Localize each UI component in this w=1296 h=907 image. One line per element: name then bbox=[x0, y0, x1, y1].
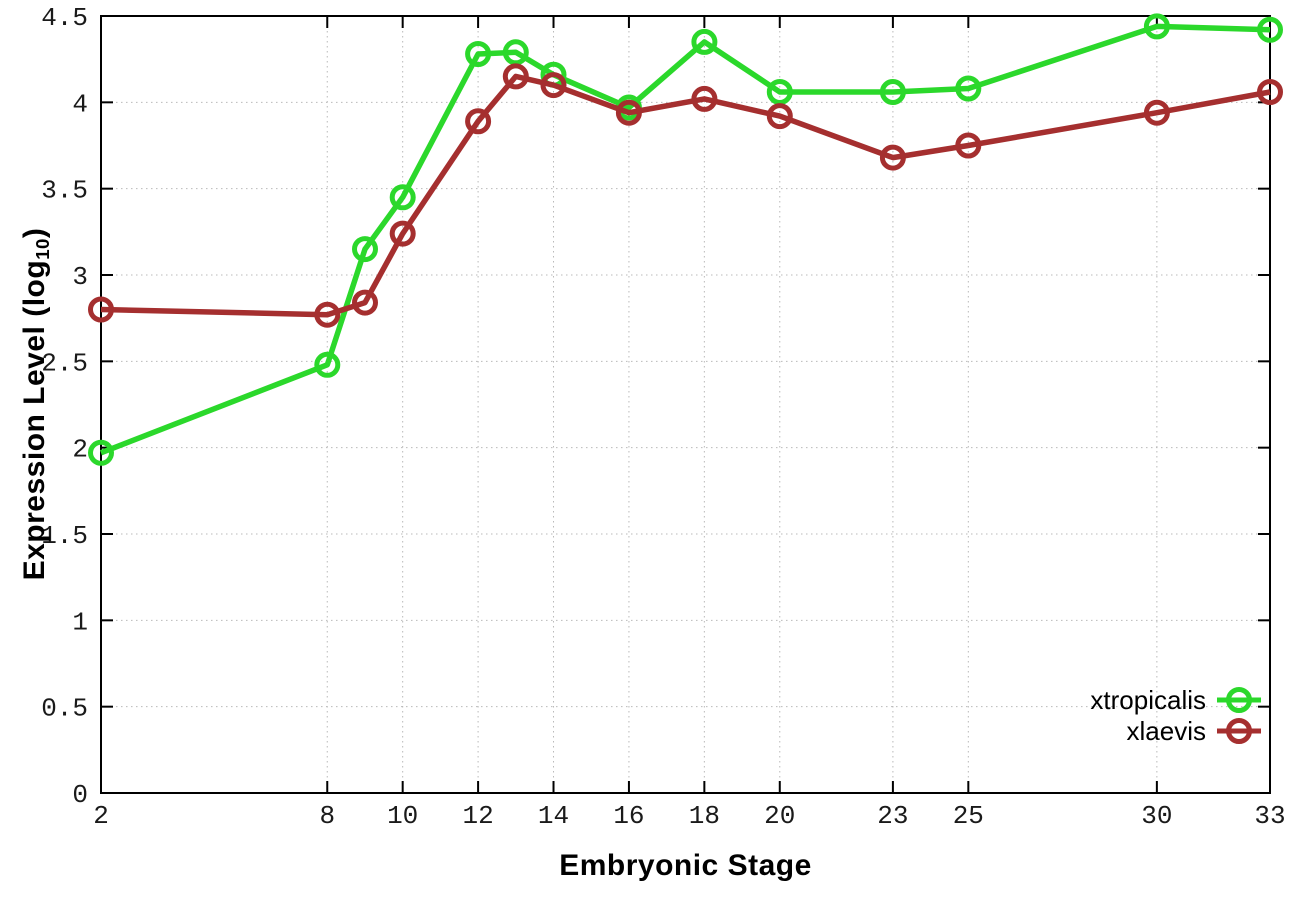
y-tick-label: 0.5 bbox=[41, 694, 88, 724]
data-point-marker bbox=[955, 132, 982, 159]
x-tick-label: 2 bbox=[93, 801, 109, 831]
series-xlaevis bbox=[88, 63, 1283, 328]
x-tick-label: 33 bbox=[1254, 801, 1285, 831]
legend-marker-circle bbox=[1226, 718, 1252, 744]
legend-marker-circle bbox=[1226, 687, 1252, 713]
x-tick-label: 25 bbox=[953, 801, 984, 831]
data-point-marker bbox=[352, 289, 378, 316]
y-tick-label: 3 bbox=[72, 262, 88, 292]
data-point-marker bbox=[691, 85, 718, 112]
gridlines bbox=[100, 15, 1271, 794]
y-tick-label: 0 bbox=[72, 780, 88, 810]
data-point-marker bbox=[615, 99, 642, 126]
data-point-marker bbox=[502, 63, 529, 90]
data-point-marker bbox=[540, 72, 567, 99]
series-line bbox=[100, 23, 1271, 456]
data-point-marker bbox=[1143, 99, 1170, 126]
data-point-marker bbox=[88, 296, 114, 323]
series-line bbox=[100, 73, 1271, 318]
data-point-marker bbox=[88, 439, 114, 466]
data-point-marker bbox=[465, 41, 492, 67]
x-axis-title: Embryonic Stage bbox=[559, 849, 812, 882]
data-point-marker bbox=[766, 79, 793, 105]
data-point-marker bbox=[766, 103, 793, 130]
y-tick-label: 1 bbox=[72, 607, 88, 637]
x-tick-label: 10 bbox=[387, 801, 418, 831]
y-axis-title-close-paren: ) bbox=[17, 227, 51, 239]
x-tick-label: 14 bbox=[538, 801, 569, 831]
y-tick-label: 4 bbox=[72, 89, 88, 119]
x-tick-label: 16 bbox=[613, 801, 644, 831]
y-axis-title-text: Expression Level (log bbox=[17, 259, 51, 581]
data-point-marker bbox=[879, 144, 906, 171]
data-point-marker bbox=[352, 236, 378, 263]
y-tick-label: 4.5 bbox=[41, 3, 88, 33]
x-tick-label: 20 bbox=[764, 801, 795, 831]
legend-item-xtropicalis: xtropicalis bbox=[1090, 685, 1261, 715]
data-point-marker bbox=[314, 351, 341, 378]
legend-label: xtropicalis bbox=[1090, 685, 1206, 715]
data-point-marker bbox=[955, 75, 982, 102]
data-point-marker bbox=[314, 301, 341, 328]
series-xtropicalis bbox=[88, 13, 1283, 466]
data-point-marker bbox=[389, 220, 416, 247]
data-point-marker bbox=[502, 39, 529, 66]
x-tick-label: 23 bbox=[877, 801, 908, 831]
data-point-marker bbox=[465, 108, 492, 135]
plot-border bbox=[100, 15, 1271, 794]
x-tick-label: 8 bbox=[319, 801, 335, 831]
y-tick-label: 3.5 bbox=[41, 176, 88, 206]
y-tick-label: 2.5 bbox=[41, 348, 88, 378]
y-tick-label: 1.5 bbox=[41, 521, 88, 551]
x-tick-label: 12 bbox=[462, 801, 493, 831]
data-point-marker bbox=[389, 184, 416, 211]
data-point-marker bbox=[691, 28, 718, 55]
data-point-marker bbox=[1143, 13, 1170, 40]
data-point-marker bbox=[1257, 16, 1283, 43]
y-axis-title: Expression Level (log10) bbox=[18, 228, 54, 581]
legend-item-xlaevis: xlaevis bbox=[1127, 716, 1261, 746]
y-tick-label: 2 bbox=[72, 435, 88, 465]
data-point-marker bbox=[879, 79, 906, 105]
x-tick-label: 18 bbox=[689, 801, 720, 831]
data-point-marker bbox=[1257, 79, 1283, 105]
x-tick-label: 30 bbox=[1141, 801, 1172, 831]
tick-labels: 2 8 10 12 14 16 18 20 23 25 30 33 0 0.5 1 1.5 2 2.5 3 3.5 4 4… bbox=[41, 3, 1285, 831]
y-axis-title-subscript: 10 bbox=[32, 238, 54, 260]
legend-label: xlaevis bbox=[1127, 716, 1206, 746]
tick-marks bbox=[100, 15, 1271, 794]
